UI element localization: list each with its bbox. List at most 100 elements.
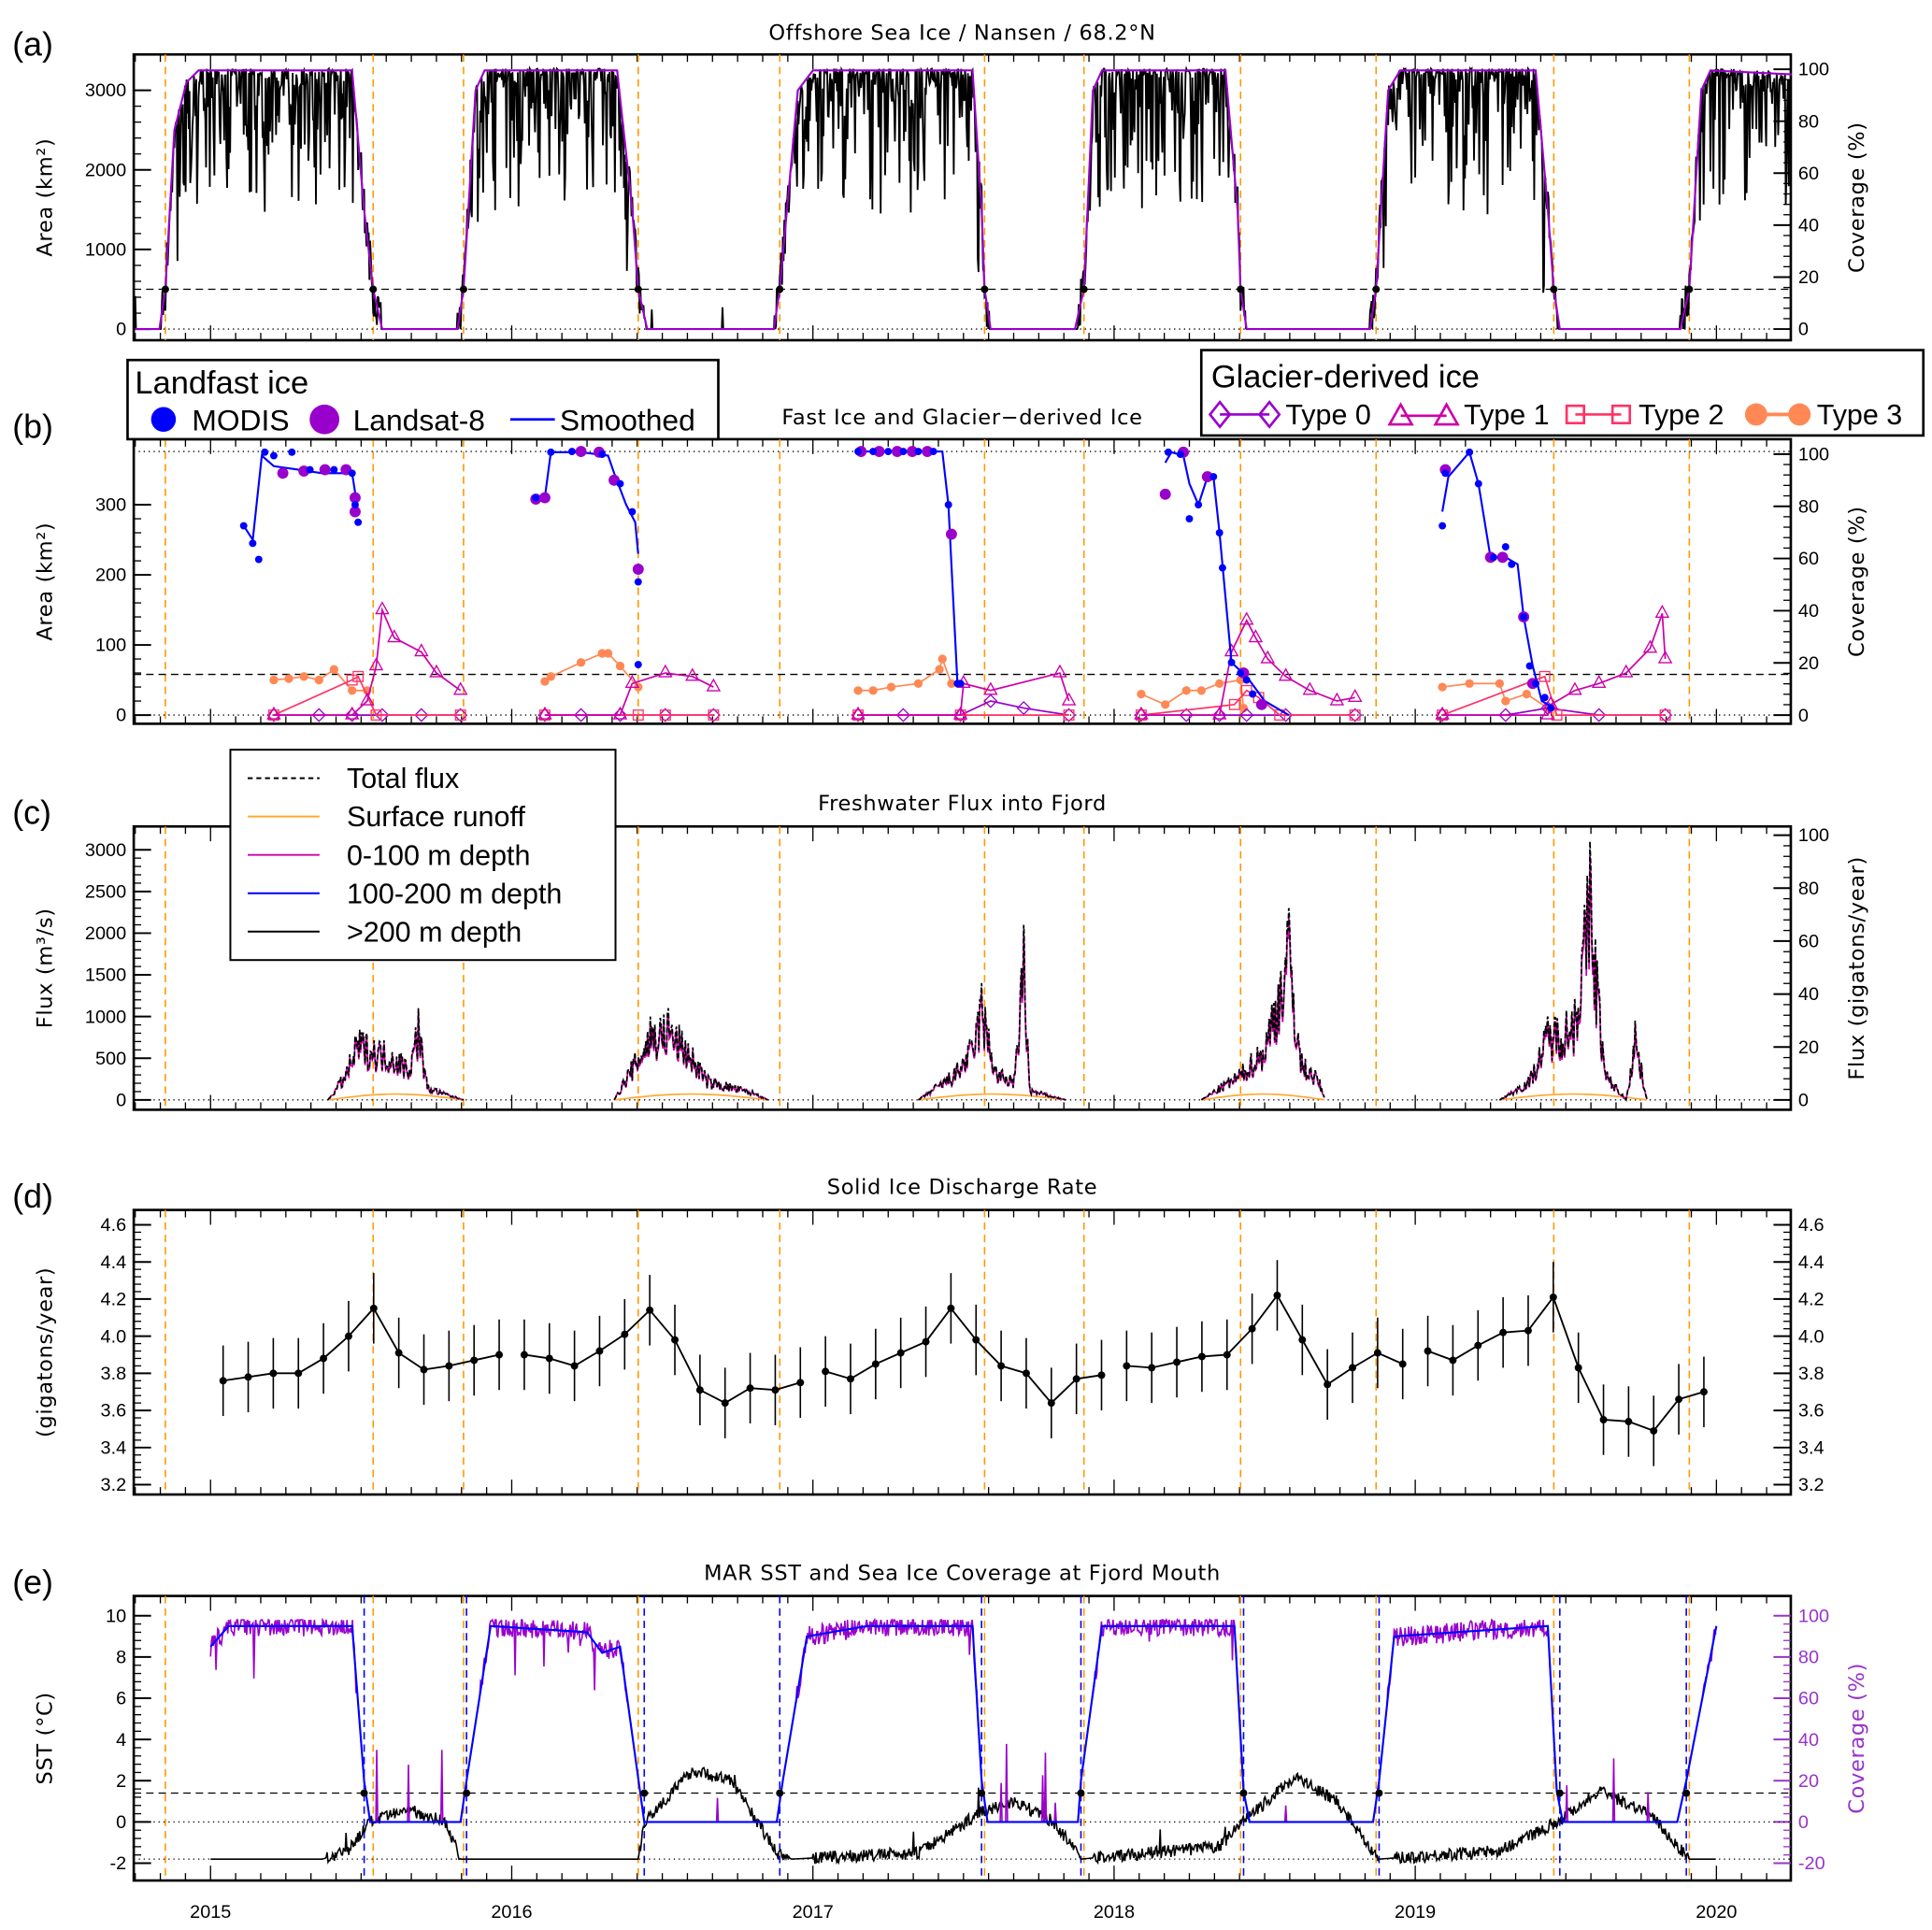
type1-line [1140,618,1355,716]
title-c: Freshwater Flux into Fjord [818,792,1107,816]
modis-point [634,578,642,586]
type1-marker [1052,664,1067,678]
flux-0-100m-line [613,1012,768,1101]
threshold-crossing-dot [1682,1789,1691,1797]
y2-tick-label: 100 [1798,1606,1829,1626]
landsat-point [277,467,289,479]
y-tick-label: 1000 [85,1007,126,1027]
plot-frame-d [132,1208,1793,1496]
y-tick-label: 2000 [85,160,126,180]
threshold-crossing-dot [978,1789,986,1797]
type0-marker [1016,701,1031,716]
y-tick-label: 1500 [85,965,126,986]
modis-point [1249,690,1257,698]
modis-point [1438,522,1447,530]
modis-point [1547,704,1555,712]
total-flux-line [917,924,1066,1101]
type2-marker [1228,698,1240,710]
type1-marker [368,657,384,671]
y-tick-label: 3.8 [101,1364,127,1384]
discharge-point [570,1362,579,1370]
legend-total-flux: Total flux [347,763,459,794]
legend-landfast-title: Landfast ice [135,365,308,401]
y2-tick-label: 100 [1798,60,1829,80]
type3-marker [1137,689,1146,699]
legend-depth-0-100: 0-100 m depth [347,839,530,871]
type0-marker [895,708,910,722]
smoothed-coverage-line [135,69,1792,331]
discharge-point [369,1304,378,1312]
type1-marker [266,706,281,720]
discharge-point [1349,1364,1356,1372]
landsat-point [538,492,551,504]
discharge-point [896,1349,905,1357]
y2-tick-label: 60 [1798,549,1819,569]
landsat-point [1496,551,1509,564]
type1-marker [344,706,360,720]
type3-marker [269,675,279,685]
modis-marker-icon [150,407,177,432]
landsat-point [1255,698,1267,710]
legend-runoff: Surface runoff [347,801,525,833]
y-tick-label: 0 [116,320,126,340]
landsat-point [349,492,361,504]
modis-point [854,448,863,456]
surface-runoff-line [1201,1093,1324,1101]
modis-point [944,501,952,509]
type1-marker [612,706,628,720]
type3-marker [576,658,586,667]
modis-point [1209,473,1218,481]
discharge-point [822,1367,830,1376]
discharge-point [1499,1328,1508,1337]
discharge-point [1624,1418,1633,1425]
plot-frame-c [132,824,1793,1111]
panel-letters: (a) (b) (c) (d) (e) [12,26,53,1601]
y2-axis-label-c: Flux (gigatons/year) [1845,856,1869,1080]
y-tick-label: 0 [116,706,126,726]
threshold-crossing-dot [1550,285,1558,293]
modis-point [1466,448,1474,456]
panel-b: 0 100 200 300 0 20 40 60 80 100 Area (km²) Coverage… [34,437,1869,726]
type1-marker [1435,706,1450,720]
modis-point [254,555,263,564]
y2-tick-label: 0 [1798,320,1809,340]
discharge-point [1474,1341,1482,1350]
type1-marker [1591,675,1607,688]
modis-point [239,522,248,530]
discharge-point [922,1337,930,1346]
modis-point [616,479,624,488]
type1-marker [387,629,402,643]
type1-marker [1540,706,1555,720]
landsat-point [632,564,644,576]
modis-point [1508,560,1516,568]
y2-axis-label-a: Coverage (%) [1845,122,1869,273]
y-tick-label: 100 [95,636,126,656]
type2-line [1140,689,1355,716]
type0-marker [311,708,326,722]
y2-tick-label: 100 [1798,825,1829,846]
legend-type1: Type 1 [1464,399,1549,431]
discharge-point [1675,1395,1683,1404]
type1-marker [537,706,552,720]
panel-d: 3.2 3.2 3.4 3.4 3.6 3.6 3.8 3.8 4.0 4.0 4.2 4.2 4.4 4… [34,1208,1825,1496]
type3-marker [1196,686,1207,695]
title-e: MAR SST and Sea Ice Coverage at Fjord Mo… [704,1561,1221,1585]
y-tick-label: 2 [116,1771,126,1792]
modis-point [1227,658,1236,666]
type1-marker [1567,681,1582,695]
type1-marker [952,706,968,720]
type3-marker [348,686,357,695]
discharge-point [646,1306,654,1314]
surface-runoff-line [614,1093,768,1101]
y-tick-label: 8 [116,1648,126,1668]
discharge-point [1398,1360,1407,1368]
panel-letter-a: (a) [12,26,53,64]
type0-marker [1348,708,1363,722]
discharge-point [1047,1399,1055,1408]
threshold-crossing-dot [1237,285,1245,293]
discharge-point [344,1332,352,1340]
discharge-point [244,1373,252,1381]
type1-line [858,672,1070,716]
y-tick-label: 6 [116,1689,126,1709]
modis-point [532,493,540,502]
